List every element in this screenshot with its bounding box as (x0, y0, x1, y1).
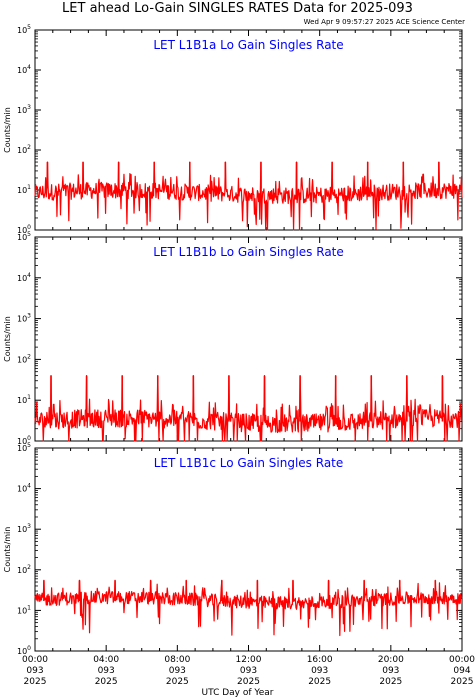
page-title: LET ahead Lo-Gain SINGLES RATES Data for… (62, 1, 413, 16)
y-tick-label: 104 (17, 272, 31, 283)
y-tick-label: 105 (17, 231, 31, 242)
y-tick-label: 103 (17, 523, 31, 534)
x-tick-doy: 093 (240, 666, 257, 676)
x-tick-doy: 093 (311, 666, 328, 676)
panel-title: LET L1B1c Lo Gain Singles Rate (154, 456, 344, 470)
plot-frame (34, 447, 463, 652)
chart-panel-1: 100 101 102 103 104 105 Counts/min LET L1B1a Lo… (3, 24, 463, 235)
y-tick-label: 103 (17, 104, 31, 115)
chart-panel-3: 100 101 102 103 104 105 Counts/min LET L1B1c Lo… (3, 442, 463, 656)
x-tick-doy: 094 (453, 666, 470, 676)
x-tick-doy: 093 (98, 666, 115, 676)
x-tick-time: 20:00 (378, 655, 404, 665)
x-tick-year: 2025 (166, 677, 189, 687)
x-tick-year: 2025 (308, 677, 331, 687)
panel-title: LET L1B1b Lo Gain Singles Rate (153, 245, 344, 259)
y-tick-label: 101 (17, 394, 31, 405)
x-tick-year: 2025 (95, 677, 118, 687)
y-axis-label: Counts/min (3, 316, 12, 362)
x-tick-doy: 093 (169, 666, 186, 676)
y-tick-label: 100 (17, 645, 31, 656)
x-tick-doy: 093 (382, 666, 399, 676)
y-tick-label: 101 (17, 184, 31, 195)
y-tick-label: 102 (17, 144, 31, 155)
y-tick-label: 104 (17, 483, 31, 494)
series-line (34, 375, 463, 442)
x-tick-year: 2025 (379, 677, 402, 687)
timestamp: Wed Apr 9 09:57:27 2025 ACE Science Cent… (303, 18, 465, 26)
x-tick-time: 12:00 (236, 655, 262, 665)
y-tick-label: 101 (17, 604, 31, 615)
y-tick-label: 100 (17, 435, 31, 446)
y-tick-label: 102 (17, 564, 31, 575)
x-tick-time: 16:00 (307, 655, 333, 665)
y-tick-label: 103 (17, 313, 31, 324)
plot-frame (34, 236, 463, 442)
y-tick-label: 105 (17, 24, 31, 35)
x-tick-time: 04:00 (93, 655, 119, 665)
x-tick-year: 2025 (237, 677, 260, 687)
x-tick-time: 00:00 (22, 655, 48, 665)
chart-panel-2: 100 101 102 103 104 105 Counts/min LET L1B1b Lo… (3, 231, 463, 446)
y-tick-label: 105 (17, 442, 31, 453)
x-tick-doy: 093 (26, 666, 43, 676)
series-line (34, 579, 463, 637)
x-axis-label: UTC Day of Year (201, 688, 274, 698)
panel-title: LET L1B1a Lo Gain Singles Rate (153, 38, 343, 52)
x-tick-time: 08:00 (164, 655, 190, 665)
y-tick-label: 102 (17, 353, 31, 364)
x-tick-year: 2025 (451, 677, 474, 687)
y-tick-label: 100 (17, 224, 31, 235)
series-line (34, 161, 463, 231)
y-axis-label: Counts/min (3, 107, 12, 153)
y-axis-label: Counts/min (3, 527, 12, 573)
x-tick-time: 00:00 (449, 655, 475, 665)
x-tick-year: 2025 (24, 677, 47, 687)
y-tick-label: 104 (17, 64, 31, 75)
